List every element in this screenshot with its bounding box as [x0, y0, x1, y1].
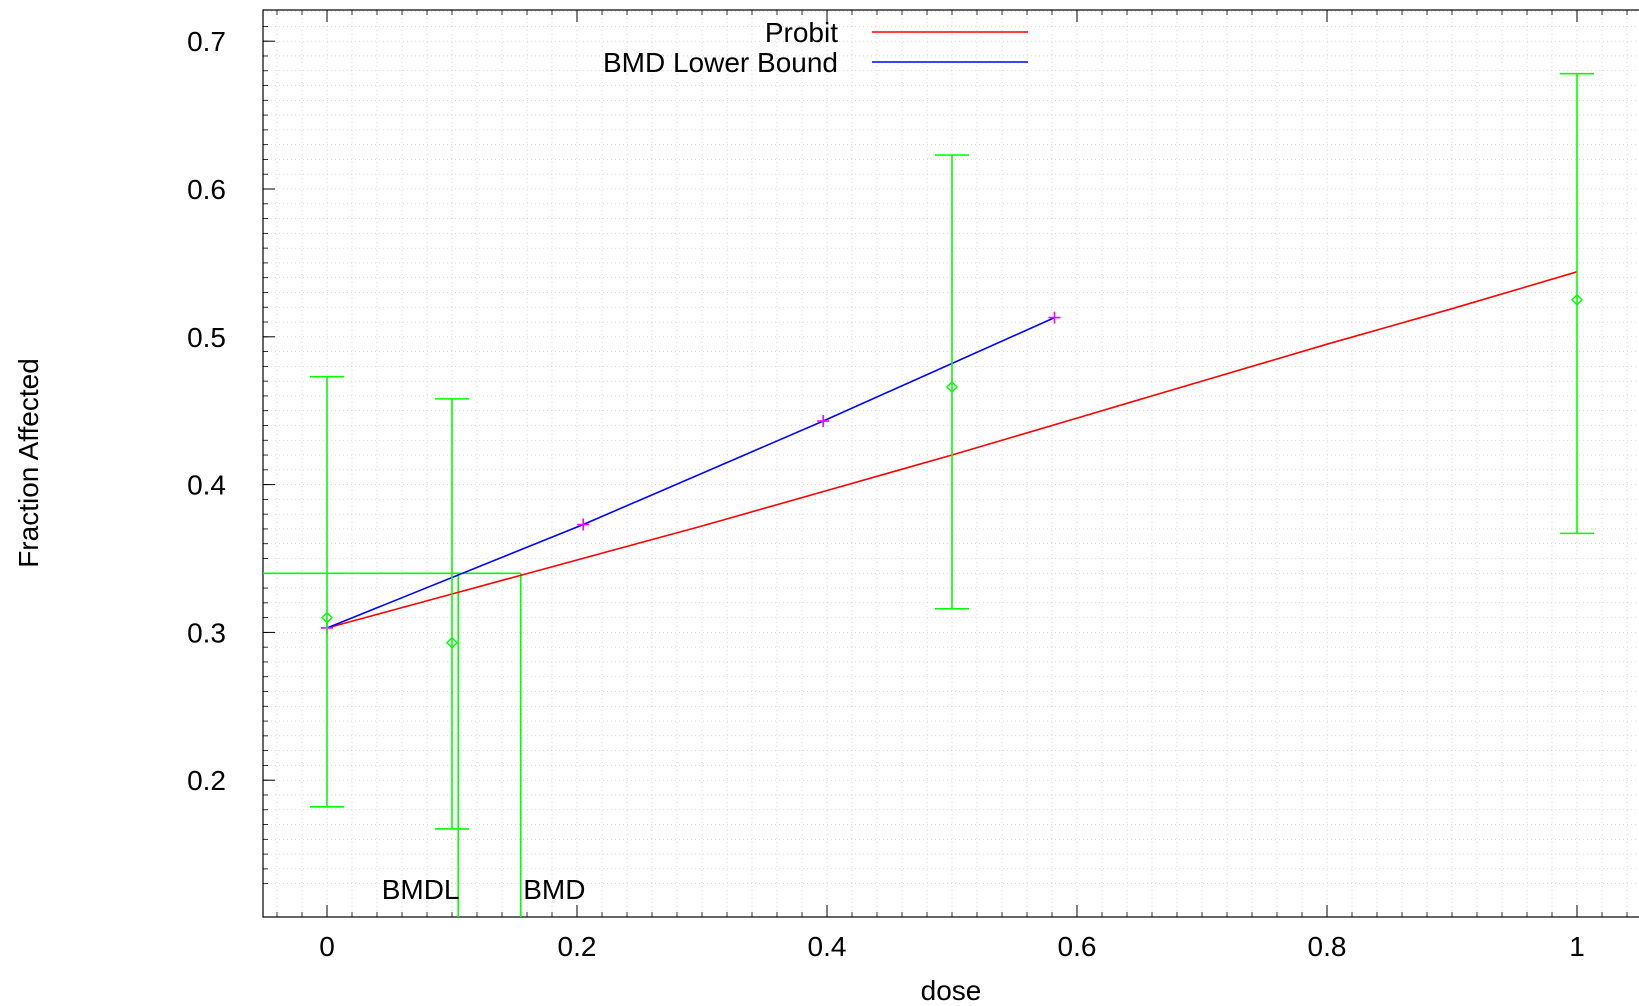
y-tick-label: 0.5	[187, 322, 226, 353]
x-tick-label: 0.4	[808, 931, 847, 962]
series-marker-plus	[817, 415, 830, 428]
y-tick-label: 0.4	[187, 470, 226, 501]
annotations: BMDL BMD	[382, 874, 586, 905]
y-tick-label: 0.3	[187, 617, 226, 648]
axis-ticks: 0 0.2 0.4 0.6 0.8 1 0.2 0.3 0.4 0.5 0.6 0.7	[187, 10, 1628, 962]
legend-label: BMD Lower Bound	[603, 47, 838, 78]
grid	[263, 10, 1639, 917]
series-marker-plus	[1048, 311, 1061, 324]
plot-frame	[262, 9, 1639, 918]
x-tick-label: 0.8	[1308, 931, 1347, 962]
x-tick-label: 0	[319, 931, 335, 962]
annotation-bmd: BMD	[523, 874, 585, 905]
y-tick-label: 0.7	[187, 26, 226, 57]
x-axis-label: dose	[921, 975, 982, 1006]
x-tick-label: 0.2	[558, 931, 597, 962]
series-line	[326, 316, 1055, 629]
data-point-diamond	[446, 636, 458, 649]
data-layer	[263, 72, 1594, 917]
series-marker-plus	[577, 518, 590, 531]
y-tick-label: 0.2	[187, 765, 226, 796]
y-tick-label: 0.6	[187, 174, 226, 205]
x-tick-label: 1	[1569, 931, 1585, 962]
data-point-diamond	[946, 381, 958, 394]
annotation-bmdl: BMDL	[382, 874, 460, 905]
data-point-diamond	[1571, 293, 1583, 306]
x-tick-label: 0.6	[1058, 931, 1097, 962]
data-point-diamond	[321, 611, 333, 624]
y-axis-label: Fraction Affected	[13, 358, 44, 568]
legend-label: Probit	[765, 17, 838, 48]
